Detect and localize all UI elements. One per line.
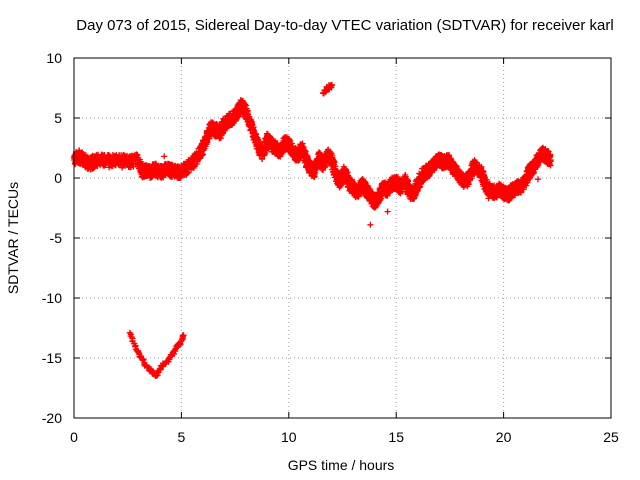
x-tick-label: 0 [70, 429, 78, 445]
x-tick-label: 10 [281, 429, 297, 445]
x-tick-label: 20 [496, 429, 512, 445]
y-tick-label: 0 [54, 170, 62, 186]
y-tick-label: -15 [42, 350, 62, 366]
data-point [288, 140, 295, 147]
y-tick-label: 5 [54, 110, 62, 126]
data-point [148, 174, 155, 181]
data-point [244, 110, 251, 117]
y-tick-label: 10 [46, 50, 62, 66]
data-point [76, 147, 83, 154]
data-points [71, 81, 554, 379]
x-tick-label: 15 [388, 429, 404, 445]
x-tick-label: 5 [178, 429, 186, 445]
y-tick-label: -20 [42, 410, 62, 426]
data-point [102, 161, 109, 168]
x-tick-label: 25 [603, 429, 619, 445]
chart-title: Day 073 of 2015, Sidereal Day-to-day VTE… [76, 17, 613, 34]
y-tick-label: -5 [50, 230, 63, 246]
data-point [134, 152, 141, 159]
x-axis-label: GPS time / hours [288, 457, 395, 473]
y-axis-label: SDTVAR / TECUs [5, 182, 21, 294]
data-point [317, 151, 324, 158]
y-tick-label: -10 [42, 290, 62, 306]
data-point [259, 156, 266, 163]
data-point [299, 143, 306, 150]
